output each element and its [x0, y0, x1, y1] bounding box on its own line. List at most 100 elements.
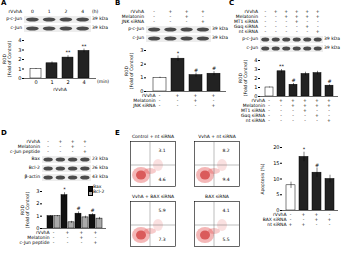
html-text:ROD (Fold of Control): ROD (Fold of Control) [238, 59, 248, 97]
html-text:39 kDa: 39 kDa [92, 25, 108, 30]
html-text:43 kDa: 43 kDa [92, 174, 108, 179]
html-text:Melatonin: Melatonin [27, 235, 50, 240]
html-text:Gαq siRNA: Gαq siRNA [241, 113, 265, 118]
svg-text:#: # [90, 207, 94, 213]
html-text:rVvhA: rVvhA [244, 9, 258, 14]
svg-text:9.4: 9.4 [222, 177, 229, 182]
svg-text:#: # [327, 78, 331, 84]
html-text:ROD (Fold of Control): ROD (Fold of Control) [20, 191, 30, 228]
html-text:MT1 siRNA: MT1 siRNA [233, 19, 258, 24]
svg-text:4.1: 4.1 [222, 208, 229, 213]
html-text:39 kDa: 39 kDa [324, 45, 340, 50]
html-text:ROD (Fold of Control): ROD (Fold of Control) [2, 40, 12, 78]
html-text:rVvhA: rVvhA [251, 98, 265, 103]
svg-text:5.9: 5.9 [158, 208, 165, 213]
html-text:ROD (Fold of Control): ROD (Fold of Control) [124, 52, 134, 89]
svg-text:5: 5 [276, 191, 279, 197]
html-text:D: D [1, 129, 7, 137]
svg-text:20: 20 [273, 144, 279, 150]
svg-text:0: 0 [34, 79, 37, 85]
html-text:A: A [1, 0, 7, 7]
svg-text:4.6: 4.6 [158, 177, 165, 182]
html-text:Melatonin: Melatonin [133, 98, 156, 103]
svg-text:*: * [303, 146, 306, 152]
html-text:BAX siRNA: BAX siRNA [205, 194, 229, 199]
svg-text:**: ** [82, 43, 88, 49]
html-text:39 kDa: 39 kDa [212, 26, 228, 31]
svg-text:1: 1 [50, 79, 53, 85]
html-text:β-actin: β-actin [24, 174, 40, 179]
html-text:JNK siRNA: JNK siRNA [133, 103, 156, 108]
html-text:nt siRNA: nt siRNA [238, 29, 258, 34]
svg-text:#: # [315, 162, 319, 168]
html-text:(h): (h) [92, 9, 99, 14]
svg-text:#: # [212, 65, 216, 71]
html-text:Bax: Bax [31, 156, 40, 161]
html-text:c-Jun: c-Jun [10, 25, 22, 30]
svg-text:3: 3 [254, 66, 257, 72]
html-text:23 kDa: 23 kDa [92, 156, 108, 161]
svg-text:2: 2 [66, 79, 69, 85]
html-text:(min): (min) [97, 79, 109, 84]
svg-text:*: * [63, 186, 66, 192]
html-text:26 kDa: 26 kDa [92, 165, 108, 170]
svg-text:3: 3 [18, 47, 21, 53]
html-text:rVvhA: rVvhA [36, 230, 50, 235]
svg-text:8.2: 8.2 [222, 148, 229, 153]
html-text:rVvhA: rVvhA [26, 139, 40, 144]
svg-text:*: * [177, 50, 180, 56]
svg-text:1: 1 [140, 74, 143, 80]
html-text:Melatonin: Melatonin [235, 14, 258, 19]
svg-text:1: 1 [18, 66, 21, 72]
svg-text:1: 1 [36, 213, 39, 219]
svg-text:10: 10 [273, 176, 279, 182]
svg-text:0: 0 [18, 75, 21, 81]
html-text:c-Jun peptide: c-Jun peptide [10, 149, 40, 154]
html-text:p-c-Jun: p-c-Jun [128, 26, 144, 31]
html-text:rVvhA: rVvhA [8, 9, 22, 14]
html-text:E: E [115, 129, 120, 137]
html-text:MT1 siRNA: MT1 siRNA [240, 108, 265, 113]
html-text:B: B [115, 0, 121, 7]
html-text:VvhA + BAX siRNA: VvhA + BAX siRNA [131, 194, 175, 199]
svg-text:3: 3 [36, 188, 39, 194]
html-text:JNK siRNA: JNK siRNA [121, 19, 144, 24]
html-text:Melatonin: Melatonin [242, 103, 265, 108]
html-text:nt siRNA: nt siRNA [245, 118, 265, 123]
html-text:Gαq siRNA: Gαq siRNA [234, 24, 258, 29]
html-text:rVvhA: rVvhA [53, 87, 67, 92]
html-text:c-Jun: c-Jun [246, 45, 258, 50]
html-text:Melatonin: Melatonin [121, 14, 144, 19]
svg-text:4: 4 [254, 57, 257, 63]
html-text:39 kDa: 39 kDa [324, 36, 340, 41]
svg-text:**: ** [279, 63, 285, 69]
html-text:p-c-Jun: p-c-Jun [6, 16, 22, 21]
svg-text:#: # [194, 67, 198, 73]
svg-text:**: ** [66, 49, 72, 55]
svg-text:2: 2 [18, 56, 21, 62]
svg-text:1: 1 [254, 84, 257, 90]
html-text:rVvhA: rVvhA [142, 93, 156, 98]
html-text:39 kDa: 39 kDa [92, 16, 108, 21]
svg-text:3: 3 [140, 47, 143, 53]
html-text:Melatonin: Melatonin [17, 144, 40, 149]
html-text:p-c-Jun: p-c-Jun [242, 36, 258, 41]
html-text:Bcl-2: Bcl-2 [28, 165, 40, 170]
html-text:VvhA + nt siRNA: VvhA + nt siRNA [198, 134, 236, 139]
svg-text:4: 4 [18, 37, 21, 43]
svg-text:#: # [291, 77, 295, 83]
html-text:Control + nt siRNA: Control + nt siRNA [131, 134, 175, 139]
svg-text:2: 2 [140, 61, 143, 67]
svg-text:2: 2 [254, 75, 257, 81]
svg-text:15: 15 [273, 160, 279, 166]
html-text:rVvhA: rVvhA [130, 9, 144, 14]
svg-text:4: 4 [82, 79, 85, 85]
html-text:c-Jun: c-Jun [132, 35, 144, 40]
svg-text:#: # [76, 205, 80, 211]
html-text:C: C [229, 0, 235, 7]
svg-text:5.5: 5.5 [222, 237, 229, 242]
svg-text:3.1: 3.1 [158, 148, 165, 153]
svg-text:7.3: 7.3 [158, 237, 165, 242]
html-text:39 kDa: 39 kDa [212, 35, 228, 40]
svg-text:2: 2 [36, 200, 39, 206]
